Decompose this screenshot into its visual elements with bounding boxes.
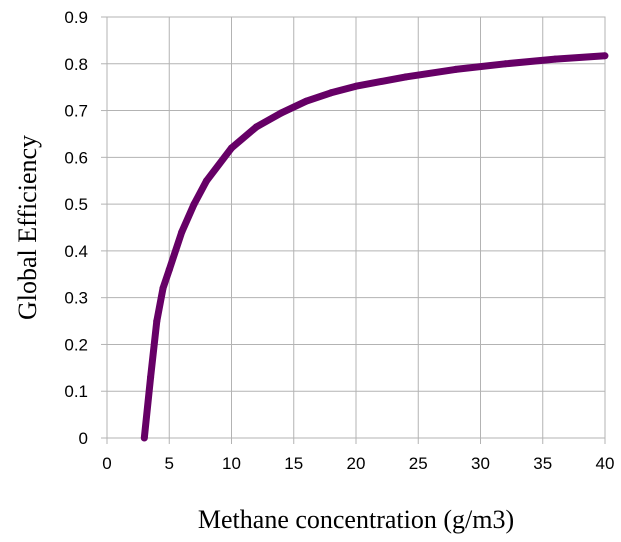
data-point xyxy=(302,97,310,105)
data-point xyxy=(352,82,360,90)
x-tick-label: 40 xyxy=(596,454,615,473)
efficiency-line xyxy=(140,52,606,439)
data-point xyxy=(277,109,285,117)
x-tick-label: 0 xyxy=(102,454,111,473)
x-tick-label: 5 xyxy=(165,454,174,473)
data-point xyxy=(159,284,167,292)
data-point xyxy=(452,65,460,73)
data-point xyxy=(153,317,161,325)
y-tick-label: 0.5 xyxy=(64,195,88,214)
data-point xyxy=(327,89,335,97)
x-tick-label: 10 xyxy=(222,454,241,473)
y-tick-label: 0.7 xyxy=(64,102,88,121)
y-axis-title: Global Efficiency xyxy=(13,135,42,320)
y-tick-label: 0.3 xyxy=(64,289,88,308)
data-point xyxy=(147,373,155,381)
data-point xyxy=(140,434,148,442)
axis-ticks: 0 5 10 15 20 25 30 35 40 0 0.1 0.2 0.3 0.4 0.5 0.6 0.7 0.… xyxy=(64,8,614,473)
data-point xyxy=(501,60,509,68)
data-point xyxy=(178,228,186,236)
x-tick-label: 15 xyxy=(284,454,303,473)
x-tick-label: 20 xyxy=(347,454,366,473)
data-point xyxy=(252,123,260,131)
y-tick-label: 0.4 xyxy=(64,242,88,261)
x-tick-label: 25 xyxy=(409,454,428,473)
data-point xyxy=(551,55,559,63)
data-point xyxy=(402,73,410,81)
y-tick-label: 0.6 xyxy=(64,148,88,167)
x-tick-label: 30 xyxy=(471,454,490,473)
data-series xyxy=(140,52,609,442)
grid xyxy=(106,16,606,439)
y-tick-label: 0.9 xyxy=(64,8,88,27)
y-tick-label: 0.1 xyxy=(64,382,88,401)
data-point xyxy=(228,144,235,152)
data-point xyxy=(203,177,211,185)
data-point xyxy=(190,200,198,208)
y-tick-label: 0 xyxy=(79,429,88,448)
data-point xyxy=(165,266,173,274)
data-point xyxy=(601,52,609,60)
y-tick-label: 0.2 xyxy=(64,335,88,354)
x-axis-title: Methane concentration (g/m3) xyxy=(198,505,514,534)
y-tick-label: 0.8 xyxy=(64,55,88,74)
x-tick-label: 35 xyxy=(533,454,552,473)
